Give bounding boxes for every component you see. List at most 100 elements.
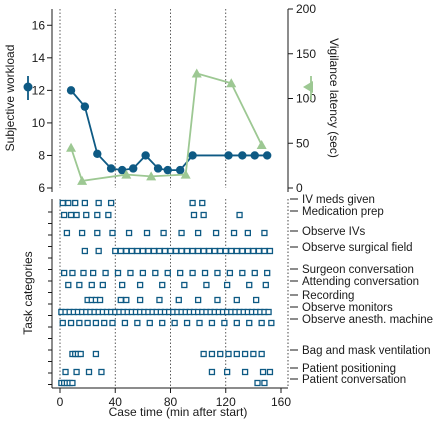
task-event-marker xyxy=(255,247,263,255)
left-y-tick-label: 14 xyxy=(32,51,46,65)
task-event-marker xyxy=(225,350,232,358)
task-event-marker xyxy=(134,319,141,327)
latency-point xyxy=(77,175,88,185)
task-event-marker xyxy=(94,211,101,219)
task-event-marker xyxy=(81,199,89,207)
task-y-axis-label: Task categories xyxy=(21,251,35,334)
category-label-observe-surgical-field: Observe surgical field xyxy=(302,242,413,254)
task-event-marker xyxy=(72,199,79,207)
latency-point xyxy=(66,142,77,152)
task-event-marker xyxy=(208,368,216,376)
task-event-marker xyxy=(136,296,144,304)
task-event-marker xyxy=(123,296,130,304)
x-tick-label: 0 xyxy=(57,395,64,409)
left-y-tick-label: 10 xyxy=(32,116,46,130)
category-label-medication-prep: Medication prep xyxy=(302,206,384,218)
task-event-marker xyxy=(127,269,134,277)
workload-point xyxy=(163,165,172,175)
task-event-marker xyxy=(252,296,260,304)
x-tick-label: 40 xyxy=(109,395,123,409)
task-event-marker xyxy=(172,247,180,255)
latency-point xyxy=(256,140,267,150)
workload-point xyxy=(224,151,233,160)
category-label-observe-monitors: Observe monitors xyxy=(302,302,393,314)
workload-point xyxy=(188,151,197,160)
latency-point xyxy=(226,78,237,88)
task-event-marker xyxy=(183,319,191,327)
task-event-marker xyxy=(189,247,196,255)
task-event-marker xyxy=(92,350,100,358)
x-tick-label: 120 xyxy=(216,395,236,409)
workload-point xyxy=(175,165,185,175)
task-event-marker xyxy=(268,319,275,327)
task-event-marker xyxy=(65,199,72,207)
task-event-marker xyxy=(196,319,203,327)
task-event-marker xyxy=(77,350,84,358)
workload-vigilance-panel: 6 8 10 12 14 16 0 50 100 150 200 Subjective workloa… xyxy=(3,2,341,195)
workload-point xyxy=(66,86,76,95)
task-event-marker xyxy=(208,319,216,327)
task-event-marker xyxy=(189,269,196,277)
left-y-tick-label: 6 xyxy=(38,181,45,195)
task-event-marker xyxy=(214,269,221,277)
right-y-axis-label: Vigilance latency (sec) xyxy=(327,38,341,158)
task-event-marker xyxy=(175,296,182,304)
task-event-marker xyxy=(62,368,69,376)
task-event-marker xyxy=(136,281,144,289)
task-event-marker xyxy=(73,368,80,376)
workload-point xyxy=(117,165,127,175)
task-event-marker xyxy=(167,247,174,255)
task-event-marker xyxy=(177,269,184,277)
task-event-marker xyxy=(139,247,147,255)
task-event-marker xyxy=(223,368,231,376)
task-event-marker xyxy=(121,319,129,327)
task-event-marker xyxy=(139,269,147,277)
task-event-marker xyxy=(102,269,109,277)
workload-point xyxy=(262,151,272,160)
workload-point xyxy=(93,149,102,159)
right-y-tick-label: 150 xyxy=(296,47,316,61)
task-event-marker xyxy=(90,269,97,277)
task-event-marker xyxy=(222,247,229,255)
task-event-marker xyxy=(228,247,235,255)
task-event-marker xyxy=(76,281,83,289)
left-y-tick-label: 12 xyxy=(32,83,46,97)
category-label-observe-ivs: Observe IVs xyxy=(302,226,366,238)
task-event-marker xyxy=(63,229,71,237)
task-event-marker xyxy=(259,368,267,376)
task-event-marker xyxy=(117,296,124,304)
task-event-marker xyxy=(265,308,272,316)
task-event-marker xyxy=(254,379,261,387)
task-event-marker xyxy=(105,211,112,219)
task-event-marker xyxy=(76,319,83,327)
task-event-marker xyxy=(123,247,130,255)
latency-line xyxy=(70,72,263,182)
task-event-marker xyxy=(200,247,207,255)
task-event-marker xyxy=(60,211,68,219)
task-event-marker xyxy=(233,296,240,304)
task-event-marker xyxy=(223,281,231,289)
task-event-marker xyxy=(214,296,221,304)
task-event-marker xyxy=(200,350,207,358)
task-event-marker xyxy=(112,247,119,255)
task-event-marker xyxy=(189,199,196,207)
task-event-marker xyxy=(194,229,202,237)
task-event-marker xyxy=(250,247,257,255)
task-event-marker xyxy=(261,247,268,255)
left-y-tick-label: 16 xyxy=(32,18,46,32)
workload-point xyxy=(106,164,116,173)
latency-point xyxy=(121,169,132,179)
task-event-marker xyxy=(134,247,141,255)
task-event-marker xyxy=(178,229,185,237)
right-y-tick-label: 100 xyxy=(296,92,316,106)
task-event-marker xyxy=(208,350,216,358)
task-event-marker xyxy=(211,247,218,255)
x-axis-label: Case time (min after start) xyxy=(109,405,248,419)
task-event-marker xyxy=(159,319,166,327)
task-event-marker xyxy=(212,229,220,237)
left-y-axis-label: Subjective workload xyxy=(3,45,17,152)
task-event-marker xyxy=(88,281,95,289)
latency-point xyxy=(146,171,157,181)
category-label-observe-anesth-machine: Observe anesth. machine xyxy=(302,314,433,326)
task-event-marker xyxy=(241,350,249,358)
